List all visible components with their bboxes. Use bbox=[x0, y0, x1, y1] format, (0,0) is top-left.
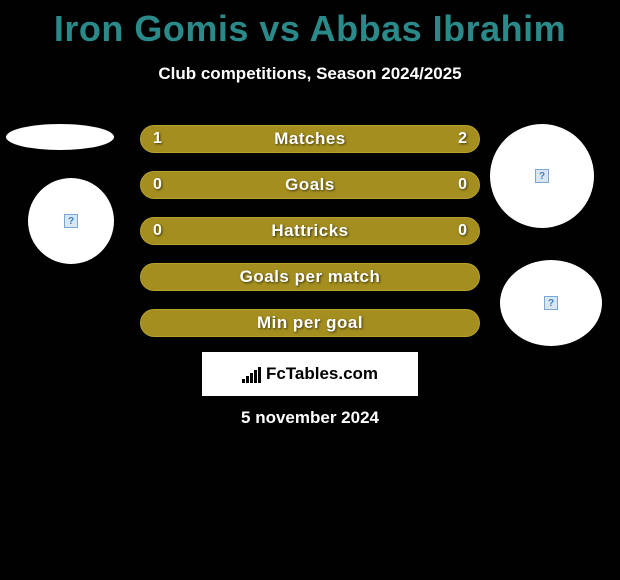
stat-bar: Goals per match bbox=[140, 263, 480, 291]
stat-label: Matches bbox=[274, 129, 346, 149]
stat-label: Goals bbox=[285, 175, 335, 195]
stat-right-value: 0 bbox=[458, 222, 467, 240]
brand-text: FcTables.com bbox=[266, 364, 378, 384]
placeholder-icon: ? bbox=[64, 214, 78, 228]
brand-box: FcTables.com bbox=[202, 352, 418, 396]
date-label: 5 november 2024 bbox=[0, 408, 620, 428]
subtitle: Club competitions, Season 2024/2025 bbox=[0, 64, 620, 84]
stat-right-value: 0 bbox=[458, 176, 467, 194]
stat-label: Min per goal bbox=[257, 313, 363, 333]
brand-logo: FcTables.com bbox=[242, 364, 378, 384]
player-right-avatar-1: ? bbox=[490, 124, 594, 228]
stat-left-value: 0 bbox=[153, 222, 162, 240]
stat-bar: Min per goal bbox=[140, 309, 480, 337]
stat-label: Goals per match bbox=[240, 267, 381, 287]
stat-label: Hattricks bbox=[271, 221, 348, 241]
page-title: Iron Gomis vs Abbas Ibrahim bbox=[0, 0, 620, 50]
placeholder-icon: ? bbox=[535, 169, 549, 183]
stat-bar: 1 Matches 2 bbox=[140, 125, 480, 153]
stat-left-value: 0 bbox=[153, 176, 162, 194]
player-right-avatar-2: ? bbox=[500, 260, 602, 346]
player-left-avatar: ? bbox=[28, 178, 114, 264]
stat-right-value: 2 bbox=[458, 130, 467, 148]
signal-icon bbox=[242, 365, 261, 383]
decor-ellipse bbox=[6, 124, 114, 150]
stat-left-value: 1 bbox=[153, 130, 162, 148]
stat-bar: 0 Goals 0 bbox=[140, 171, 480, 199]
stat-bar: 0 Hattricks 0 bbox=[140, 217, 480, 245]
placeholder-icon: ? bbox=[544, 296, 558, 310]
stat-bars: 1 Matches 2 0 Goals 0 0 Hattricks 0 Goals per mat… bbox=[140, 125, 480, 355]
